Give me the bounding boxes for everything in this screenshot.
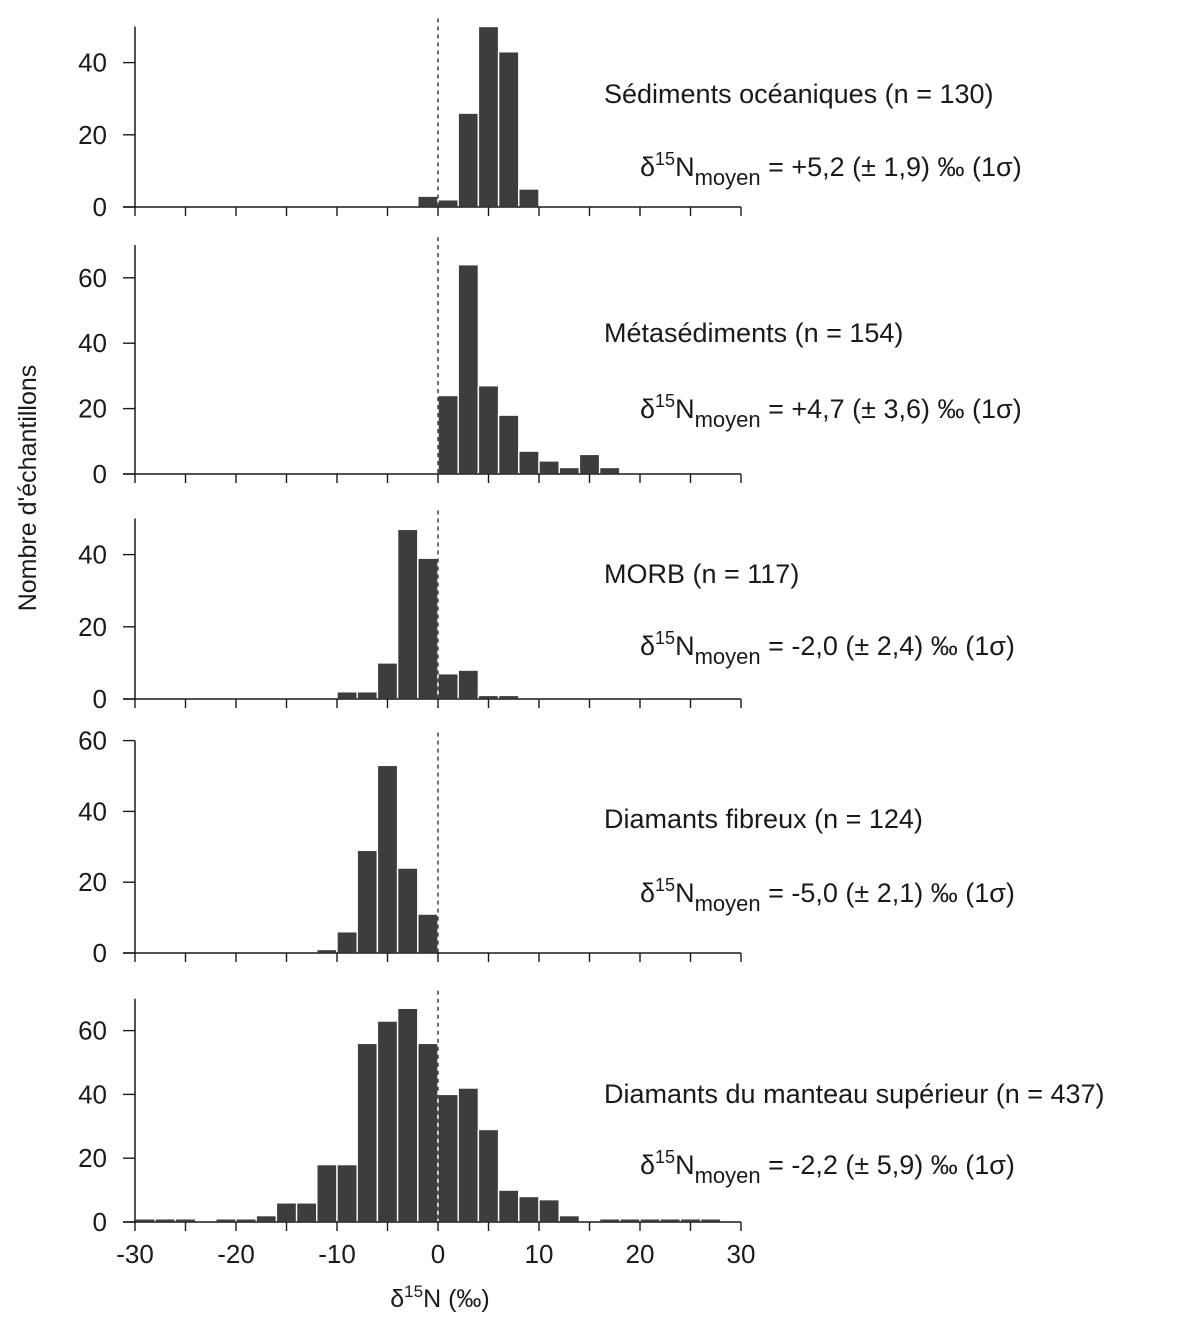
histogram-bar [357, 850, 377, 953]
y-tick-label: 0 [93, 938, 107, 968]
y-tick-label: 60 [78, 1016, 107, 1046]
histogram-bar [539, 461, 559, 474]
histogram-bar [478, 386, 498, 474]
histogram-bar [398, 868, 418, 953]
histogram-panel: 0 20 40 60 Diamants fibreux (n = 124) δ15Nmoy… [78, 726, 1015, 968]
histogram-panel: 0 20 40 60 Diamants du manteau supérieur (n … [78, 991, 1104, 1237]
histogram-bar [317, 1165, 337, 1222]
y-tick-label: 20 [78, 867, 107, 897]
histogram-bar [377, 765, 397, 953]
y-tick-label: 40 [78, 796, 107, 826]
y-tick-label: 40 [78, 48, 107, 78]
histogram-bar [438, 674, 458, 699]
histogram-bar [418, 1043, 438, 1222]
histogram-bar [559, 467, 579, 474]
histogram-bar [519, 451, 539, 474]
panel-title: MORB (n = 117) [604, 559, 799, 589]
histogram-bar [398, 529, 418, 699]
histogram-bar [458, 113, 478, 207]
histogram-bar [357, 1043, 377, 1222]
mean-statistic: δ15Nmoyen = -2,2 (± 5,9) ‰ (1σ) [640, 1147, 1015, 1188]
histogram-bar [519, 1196, 539, 1222]
y-tick-label: 40 [78, 540, 107, 570]
panel-title: Métasédiments (n = 154) [604, 318, 903, 348]
y-tick-label: 20 [78, 612, 107, 642]
histogram-panels: 0 20 40 Sédiments océaniques (n = 130) δ15Nm… [78, 19, 1104, 1270]
y-tick-label: 40 [78, 1079, 107, 1109]
x-axis-title: δ15N (‰) [390, 1282, 490, 1313]
panel-title: Diamants du manteau supérieur (n = 437) [604, 1079, 1105, 1109]
histogram-bar [418, 914, 438, 953]
y-tick-label: 0 [93, 459, 107, 489]
histogram-bar [458, 1088, 478, 1222]
histogram-bar [377, 1021, 397, 1222]
y-tick-label: 0 [93, 192, 107, 222]
histogram-bar [438, 1094, 458, 1222]
histogram-bar [377, 663, 397, 699]
y-tick-label: 0 [93, 1207, 107, 1237]
histogram-bar [579, 454, 599, 474]
histogram-panel: 0 20 40 60 Métasédiments (n = 154) δ15Nmoyen … [78, 237, 1022, 489]
histogram-bar [600, 467, 620, 474]
mean-statistic: δ15Nmoyen = +4,7 (± 3,6) ‰ (1σ) [640, 391, 1022, 432]
y-tick-label: 20 [78, 120, 107, 150]
histogram-bar [559, 1216, 579, 1222]
histogram-bar [337, 932, 357, 953]
x-tick-label: -20 [217, 1239, 255, 1269]
x-tick-label: 20 [626, 1239, 655, 1269]
x-tick-label: -10 [318, 1239, 356, 1269]
histogram-bar [458, 670, 478, 699]
y-tick-label: 20 [78, 1143, 107, 1173]
panel-title: Diamants fibreux (n = 124) [604, 804, 923, 834]
histogram-bar [539, 1200, 559, 1222]
histogram-bar [276, 1203, 296, 1222]
x-tick-label: -30 [116, 1239, 154, 1269]
histogram-bar [418, 558, 438, 699]
histogram-bar [297, 1203, 317, 1222]
y-tick-label: 0 [93, 684, 107, 714]
y-tick-label: 60 [78, 263, 107, 293]
histogram-bar [519, 189, 539, 207]
histogram-bar [478, 27, 498, 208]
mean-statistic: δ15Nmoyen = +5,2 (± 1,9) ‰ (1σ) [640, 149, 1022, 190]
y-axis-title: Nombre d'échantillons [14, 365, 42, 612]
y-tick-label: 60 [78, 726, 107, 756]
y-tick-label: 40 [78, 328, 107, 358]
histogram-bar [256, 1216, 276, 1222]
histogram-bar [499, 1190, 519, 1222]
mean-statistic: δ15Nmoyen = -5,0 (± 2,1) ‰ (1σ) [640, 875, 1015, 916]
x-tick-label: 0 [431, 1239, 445, 1269]
histogram-bar [418, 196, 438, 207]
histogram-bar [337, 1165, 357, 1222]
histogram-bar [499, 415, 519, 474]
histogram-bar [458, 265, 478, 474]
histogram-bar [499, 52, 519, 207]
x-tick-label: 30 [727, 1239, 756, 1269]
mean-statistic: δ15Nmoyen = -2,0 (± 2,4) ‰ (1σ) [640, 628, 1015, 669]
histogram-bar [357, 692, 377, 699]
histogram-bar [438, 396, 458, 474]
histogram-bar [438, 200, 458, 207]
histogram-bar [398, 1008, 418, 1222]
y-tick-label: 20 [78, 394, 107, 424]
histogram-bar [337, 692, 357, 699]
histogram-bar [478, 1129, 498, 1222]
histogram-panel: 0 20 40 Sédiments océaniques (n = 130) δ15Nm… [78, 19, 1022, 223]
histogram-panel: 0 20 40 MORB (n = 117) δ15Nmoyen = -2,0 (± 2… [78, 511, 1015, 715]
panel-title: Sédiments océaniques (n = 130) [604, 79, 994, 109]
x-tick-label: 10 [525, 1239, 554, 1269]
